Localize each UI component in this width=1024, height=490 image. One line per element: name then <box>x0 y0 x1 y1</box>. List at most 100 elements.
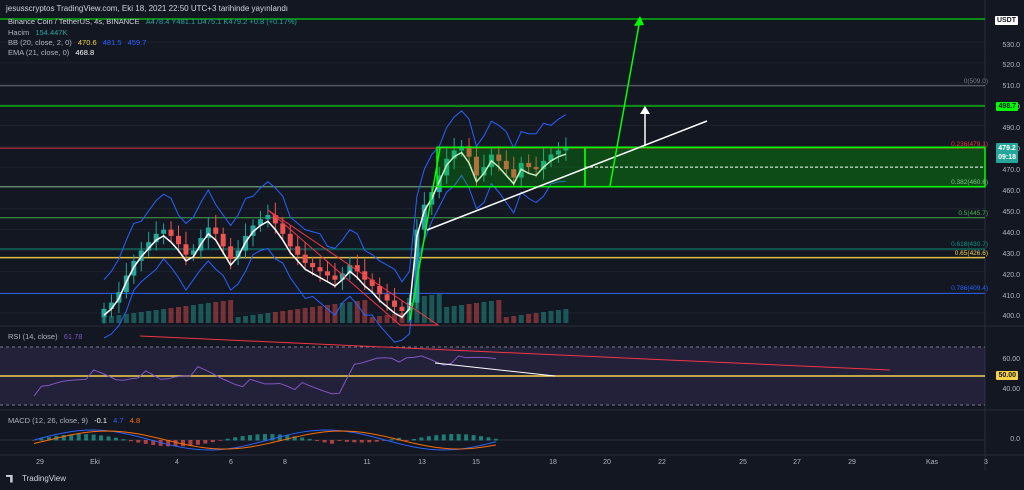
price-tick: 450.0 <box>1002 209 1020 216</box>
candle-body <box>250 225 256 236</box>
bb-mid: 470.6 <box>77 38 97 47</box>
rsi-line <box>33 355 496 397</box>
candle-body <box>399 306 405 311</box>
price-tick: 490.0 <box>1002 125 1020 132</box>
candle-body <box>563 147 569 151</box>
time-tick: 25 <box>739 459 747 466</box>
signal-line <box>33 430 496 450</box>
volume-legend[interactable]: Hacim 154.447K <box>8 28 67 37</box>
tradingview-footer[interactable]: TradingView <box>6 474 66 483</box>
price-tick: 470.0 <box>1002 167 1020 174</box>
macd-signal-value: 4.8 <box>129 416 141 425</box>
macd-hist-bar <box>486 437 491 441</box>
target-arrow-head <box>634 16 644 26</box>
symbol-name: Binance Coin / TetherUS, 4s, BINANCE <box>8 17 140 26</box>
candle-body <box>503 160 509 170</box>
macd-hist-bar <box>240 436 245 441</box>
currency-tag[interactable]: USDT <box>994 16 1018 25</box>
rsi-level-tag: 50.00 <box>996 371 1018 380</box>
volume-bar <box>265 313 271 323</box>
fib-label: 0.382(460.6) <box>951 179 988 186</box>
candle-body <box>369 279 375 286</box>
volume-bar <box>317 306 323 323</box>
candle-body <box>541 160 547 170</box>
volume-bar <box>228 300 234 323</box>
volume-bar <box>474 303 479 323</box>
price-tick: 520.0 <box>1002 62 1020 69</box>
volume-bar <box>168 308 174 323</box>
macd-hist-bar <box>203 440 208 444</box>
macd-hist-bar <box>441 434 446 441</box>
time-tick: 6 <box>229 459 233 466</box>
target-arrow <box>609 18 641 187</box>
price-tick: 510.0 <box>1002 83 1020 90</box>
candle-body <box>176 235 181 245</box>
volume-bar <box>384 315 390 323</box>
volume-label: Hacim <box>8 28 30 37</box>
volume-bar <box>287 310 293 323</box>
macd-hist-bar <box>121 439 126 441</box>
candle-body <box>444 158 450 176</box>
macd-hist-bar <box>113 437 118 441</box>
macd-hist-bar <box>262 434 267 441</box>
volume-bar <box>414 297 420 323</box>
volume-bar <box>429 295 435 323</box>
rsi-divergence <box>434 362 556 377</box>
macd-hist-bar <box>91 434 96 441</box>
rsi-legend[interactable]: RSI (14, close) 61.78 <box>8 332 82 341</box>
fib-label: 0.236(479.1) <box>951 141 988 148</box>
bb-legend[interactable]: BB (20, close, 2, 0) 470.6 481.5 459.7 <box>8 38 146 47</box>
volume-bar <box>511 316 517 323</box>
volume-bar <box>347 302 353 323</box>
time-tick: 18 <box>549 459 557 466</box>
fib-label: 0.5(445.7) <box>958 210 988 217</box>
volume-bar <box>295 309 301 323</box>
ema-legend[interactable]: EMA (21, close, 0) 468.8 <box>8 48 94 57</box>
macd-hist-bar <box>382 440 387 441</box>
candle-body <box>183 244 189 255</box>
time-tick: 11 <box>363 459 371 466</box>
macd-hist-bar <box>479 436 483 441</box>
volume-bar <box>310 307 316 323</box>
candle-body <box>205 227 211 238</box>
candle-body <box>220 233 226 247</box>
rsi-trendline <box>139 335 891 371</box>
volume-bar <box>541 312 547 323</box>
volume-bar <box>354 301 360 323</box>
macd-hist-bar <box>389 439 394 441</box>
candle-body <box>392 300 398 307</box>
macd-legend[interactable]: MACD (12, 26, close, 9) -0.1 4.7 4.8 <box>8 416 140 425</box>
volume-bar <box>548 311 554 323</box>
candle-body <box>384 294 390 301</box>
volume-bar <box>116 315 122 323</box>
price-tick: 420.0 <box>1002 272 1020 279</box>
volume-bar <box>205 303 211 323</box>
volume-bar <box>339 303 345 323</box>
macd-hist-bar <box>61 434 66 441</box>
volume-bar <box>325 305 330 323</box>
candle-body <box>153 233 159 243</box>
time-tick: 15 <box>472 459 480 466</box>
rsi-value: 61.78 <box>63 332 83 341</box>
macd-label: MACD (12, 26, close, 9) <box>8 416 89 425</box>
macd-hist-bar <box>151 440 156 446</box>
volume-bar <box>563 309 569 323</box>
candle-body <box>161 229 167 234</box>
candle-body <box>146 242 152 251</box>
macd-hist-bar <box>359 440 364 443</box>
time-tick: 8 <box>283 459 287 466</box>
candle-body <box>108 302 114 309</box>
volume-bar <box>235 317 241 323</box>
macd-hist-bar <box>315 440 320 441</box>
candle-body <box>280 223 286 234</box>
macd-hist-bar <box>419 437 424 441</box>
candle-body <box>377 285 383 295</box>
ohlc-values: A478.4 Y481.1 D475.1 K479.2 +0.8 (+0.17%… <box>145 17 297 26</box>
volume-bar <box>496 300 502 323</box>
red-triangle <box>267 209 440 326</box>
volume-bar <box>481 302 487 323</box>
macd-hist-bar <box>449 434 454 441</box>
macd-hist-bar <box>225 438 230 441</box>
